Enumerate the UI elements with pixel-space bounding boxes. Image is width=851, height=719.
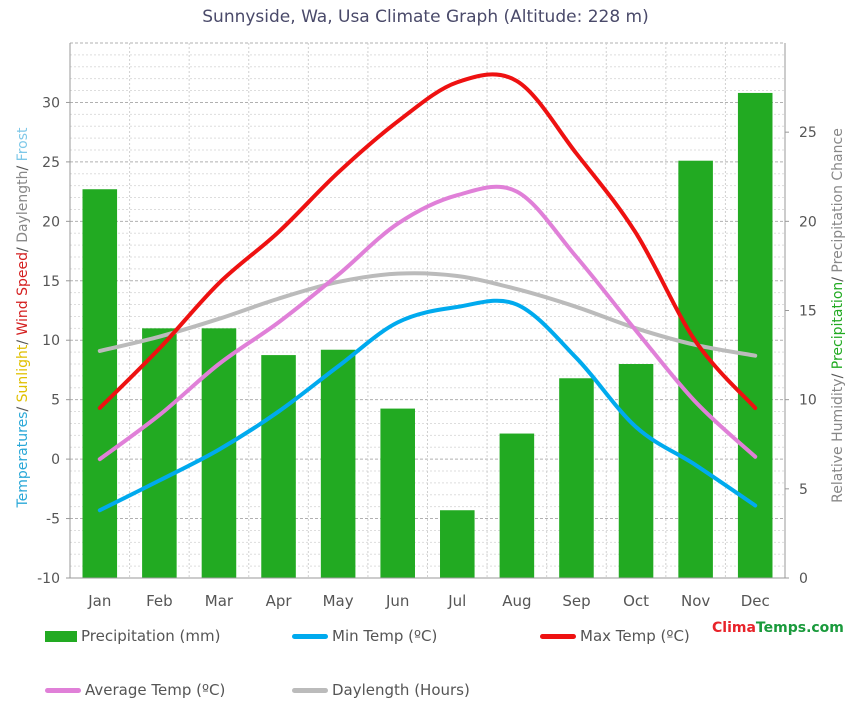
- y-left-tick-label: 0: [51, 452, 60, 468]
- legend-label: Min Temp (ºC): [332, 627, 437, 645]
- x-tick-label: Dec: [741, 592, 770, 610]
- legend-item: Min Temp (ºC): [292, 627, 437, 645]
- legend-label: Precipitation (mm): [81, 627, 220, 645]
- y-left-tick-label: 15: [42, 274, 60, 290]
- y-left-tick-label: 20: [42, 214, 60, 230]
- legend-label: Max Temp (ºC): [580, 627, 690, 645]
- legend-swatch: [540, 634, 576, 639]
- x-tick-label: Feb: [146, 592, 173, 610]
- legend-item: Max Temp (ºC): [540, 627, 690, 645]
- y-left-axis-title: Temperatures/ Sunlight/ Wind Speed/ Dayl…: [15, 127, 31, 508]
- precipitation-bar: [83, 189, 118, 578]
- y-left-tick-label: -5: [46, 512, 60, 528]
- legend-swatch: [292, 634, 328, 639]
- precipitation-bar: [678, 161, 713, 578]
- x-tick-label: Mar: [205, 592, 234, 610]
- precipitation-bar: [559, 378, 594, 578]
- precipitation-bar: [440, 510, 475, 578]
- precipitation-bar: [321, 350, 356, 578]
- legend-swatch: [45, 688, 81, 693]
- x-tick-label: Jan: [87, 592, 111, 610]
- y-left-tick-label: 30: [42, 95, 60, 111]
- precipitation-bar: [142, 328, 177, 578]
- precipitation-bar: [380, 409, 415, 578]
- y-left-tick-label: 25: [42, 155, 60, 171]
- x-tick-label: Jun: [385, 592, 409, 610]
- x-tick-label: Nov: [681, 592, 710, 610]
- y-right-axis-title: Relative Humidity/ Precipitation/ Precip…: [830, 128, 846, 503]
- axis-labels: -10 -5 0 5 10 15 20 25 30 0 5 10 15 20 25 Jan Feb Mar Apr M…: [15, 95, 846, 610]
- x-tick-label: May: [323, 592, 354, 610]
- legend-label: Average Temp (ºC): [85, 681, 225, 699]
- chart-title: Sunnyside, Wa, Usa Climate Graph (Altitu…: [0, 7, 851, 27]
- y-left-tick-label: -10: [37, 571, 60, 587]
- x-tick-label: Aug: [502, 592, 531, 610]
- x-tick-label: Jul: [447, 592, 466, 610]
- legend-label: Daylength (Hours): [332, 681, 470, 699]
- precipitation-bar: [500, 434, 535, 578]
- x-tick-label: Oct: [623, 592, 649, 610]
- x-tick-label: Sep: [562, 592, 590, 610]
- y-right-tick-label: 10: [799, 393, 817, 409]
- x-tick-label: Apr: [266, 592, 293, 610]
- legend-item: Average Temp (ºC): [45, 681, 225, 699]
- y-right-tick-label: 15: [799, 304, 817, 320]
- y-left-tick-label: 5: [51, 393, 60, 409]
- y-right-tick-label: 25: [799, 125, 817, 141]
- legend-swatch: [292, 688, 328, 693]
- precipitation-bar: [261, 355, 296, 578]
- y-left-tick-label: 10: [42, 333, 60, 349]
- legend-item: Daylength (Hours): [292, 681, 470, 699]
- y-right-tick-label: 5: [799, 482, 808, 498]
- legend-swatch: [45, 631, 77, 642]
- y-right-tick-label: 0: [799, 571, 808, 587]
- brand-logo: ClimaTemps.com: [712, 620, 844, 636]
- y-right-tick-label: 20: [799, 214, 817, 230]
- legend-item: Precipitation (mm): [45, 627, 220, 645]
- precipitation-bar: [619, 364, 654, 578]
